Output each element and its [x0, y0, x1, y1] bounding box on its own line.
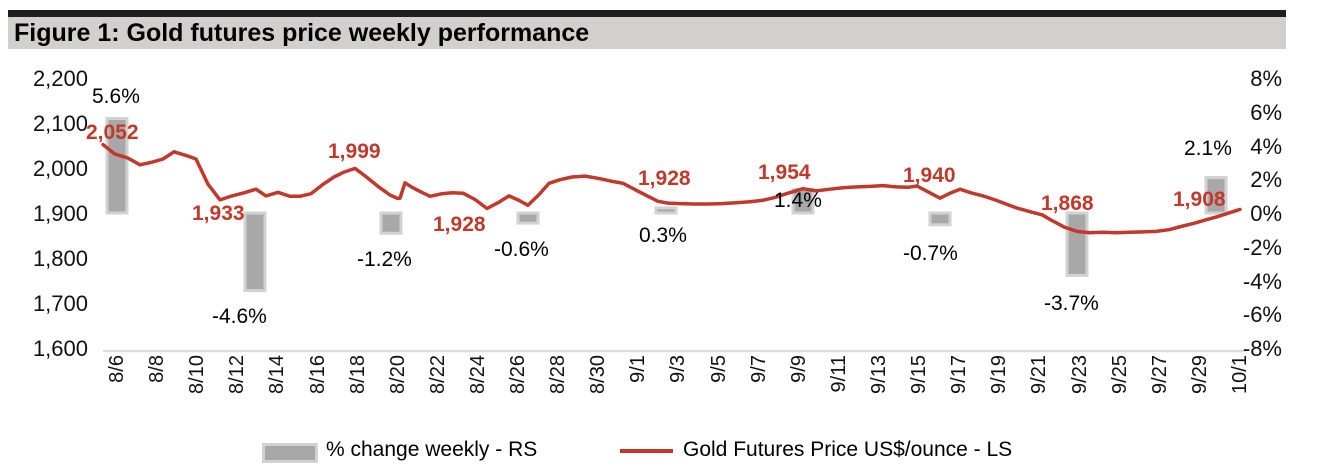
right-axis-tick: -4% [1242, 269, 1282, 294]
left-axis-tick: 2,200 [32, 66, 88, 91]
pct-change-label: -3.7% [1044, 292, 1099, 315]
x-axis-tick: 8/10 [186, 355, 209, 394]
pct-change-label: 1.4% [774, 189, 822, 212]
pct-change-label: 5.6% [92, 85, 140, 108]
weekly-change-bar [654, 206, 678, 215]
right-axis-tick: 8% [1250, 66, 1282, 91]
x-axis-tick: 9/9 [787, 355, 810, 383]
price-label: 2,052 [86, 121, 139, 144]
left-axis-tick: 1,700 [32, 291, 88, 316]
x-axis-tick: 10/1 [1228, 355, 1251, 394]
x-axis-tick: 8/24 [466, 355, 489, 394]
price-label: 1,933 [192, 202, 245, 225]
x-axis-tick: 8/14 [266, 355, 289, 394]
right-axis-tick: 2% [1250, 167, 1282, 192]
x-axis-tick: 9/17 [948, 355, 971, 394]
x-axis-tick: 9/27 [1148, 355, 1171, 394]
right-axis-tick: -6% [1242, 302, 1282, 327]
left-axis-tick: 1,900 [32, 201, 88, 226]
left-axis-tick: 2,000 [32, 156, 88, 181]
left-axis-tick: 2,100 [32, 111, 88, 136]
legend-bar-label: % change weekly - RS [326, 438, 538, 461]
pct-change-label: -0.6% [494, 238, 549, 261]
left-axis-tick: 1,600 [32, 336, 88, 361]
x-axis-tick: 8/16 [306, 355, 329, 394]
price-label: 1,940 [903, 164, 956, 187]
right-axis-tick: -8% [1242, 336, 1282, 361]
x-axis-tick: 9/25 [1108, 355, 1131, 394]
x-axis-tick: 9/21 [1028, 355, 1051, 394]
figure-title: Figure 1: Gold futures price weekly perf… [14, 19, 590, 47]
weekly-change-bar [243, 211, 267, 293]
x-axis-tick: 9/19 [988, 355, 1011, 394]
x-axis-tick: 9/11 [827, 355, 850, 393]
weekly-change-bar [1204, 176, 1228, 215]
right-axis-tick: 0% [1250, 201, 1282, 226]
weekly-change-bar [516, 211, 540, 225]
pct-change-label: -0.7% [903, 242, 958, 265]
pct-change-label: -1.2% [357, 248, 412, 271]
weekly-change-bar [105, 117, 129, 215]
gold-price-line [101, 142, 1242, 235]
weekly-change-bar [379, 211, 403, 235]
price-label: 1,868 [1041, 192, 1094, 215]
chart-plot [101, 117, 1245, 353]
right-axis-tick: -2% [1242, 235, 1282, 260]
price-label: 1,954 [758, 161, 811, 184]
price-label: 1,908 [1173, 188, 1226, 211]
bar-series-swatch-icon [262, 443, 318, 463]
x-axis-tick: 8/28 [547, 355, 570, 394]
right-axis-tick: 4% [1250, 134, 1282, 159]
pct-change-label: 2.1% [1184, 137, 1232, 160]
weekly-change-bar [1065, 211, 1089, 277]
pct-change-label: 0.3% [639, 224, 687, 247]
left-axis-tick: 1,800 [32, 246, 88, 271]
price-label: 1,999 [328, 140, 381, 163]
x-axis-tick: 8/26 [507, 355, 530, 394]
pct-change-label: -4.6% [212, 305, 267, 328]
x-axis-tick: 8/22 [426, 355, 449, 394]
legend-line-label: Gold Futures Price US$/ounce - LS [683, 438, 1013, 461]
x-axis-tick: 9/5 [707, 355, 730, 383]
x-axis-tick: 8/20 [386, 355, 409, 394]
x-axis-tick: 8/18 [346, 355, 369, 394]
x-axis-tick: 9/15 [908, 355, 931, 394]
x-axis-tick: 9/13 [868, 355, 891, 394]
price-label: 1,928 [433, 213, 486, 236]
x-axis-tick: 9/3 [667, 355, 690, 383]
x-axis-tick: 9/1 [627, 355, 650, 383]
legend: % change weekly - RS Gold Futures Price … [0, 438, 1327, 468]
x-axis-tick: 8/12 [226, 355, 249, 394]
x-axis-tick: 9/29 [1188, 355, 1211, 394]
chart-area: 2,200 2,100 2,000 1,900 1,800 1,700 1,600 8% 6%… [0, 49, 1327, 476]
right-axis-tick: 6% [1250, 100, 1282, 125]
weekly-change-bar [928, 211, 952, 227]
price-label: 1,928 [638, 167, 691, 190]
x-axis-tick: 9/7 [747, 355, 770, 383]
x-axis-tick: 9/23 [1068, 355, 1091, 394]
x-axis-tick: 8/6 [106, 355, 128, 383]
line-series-swatch-icon [620, 449, 673, 453]
x-axis-tick: 8/30 [587, 355, 610, 394]
figure-title-bar: Figure 1: Gold futures price weekly perf… [8, 10, 1286, 49]
x-axis-tick: 8/8 [146, 355, 169, 383]
